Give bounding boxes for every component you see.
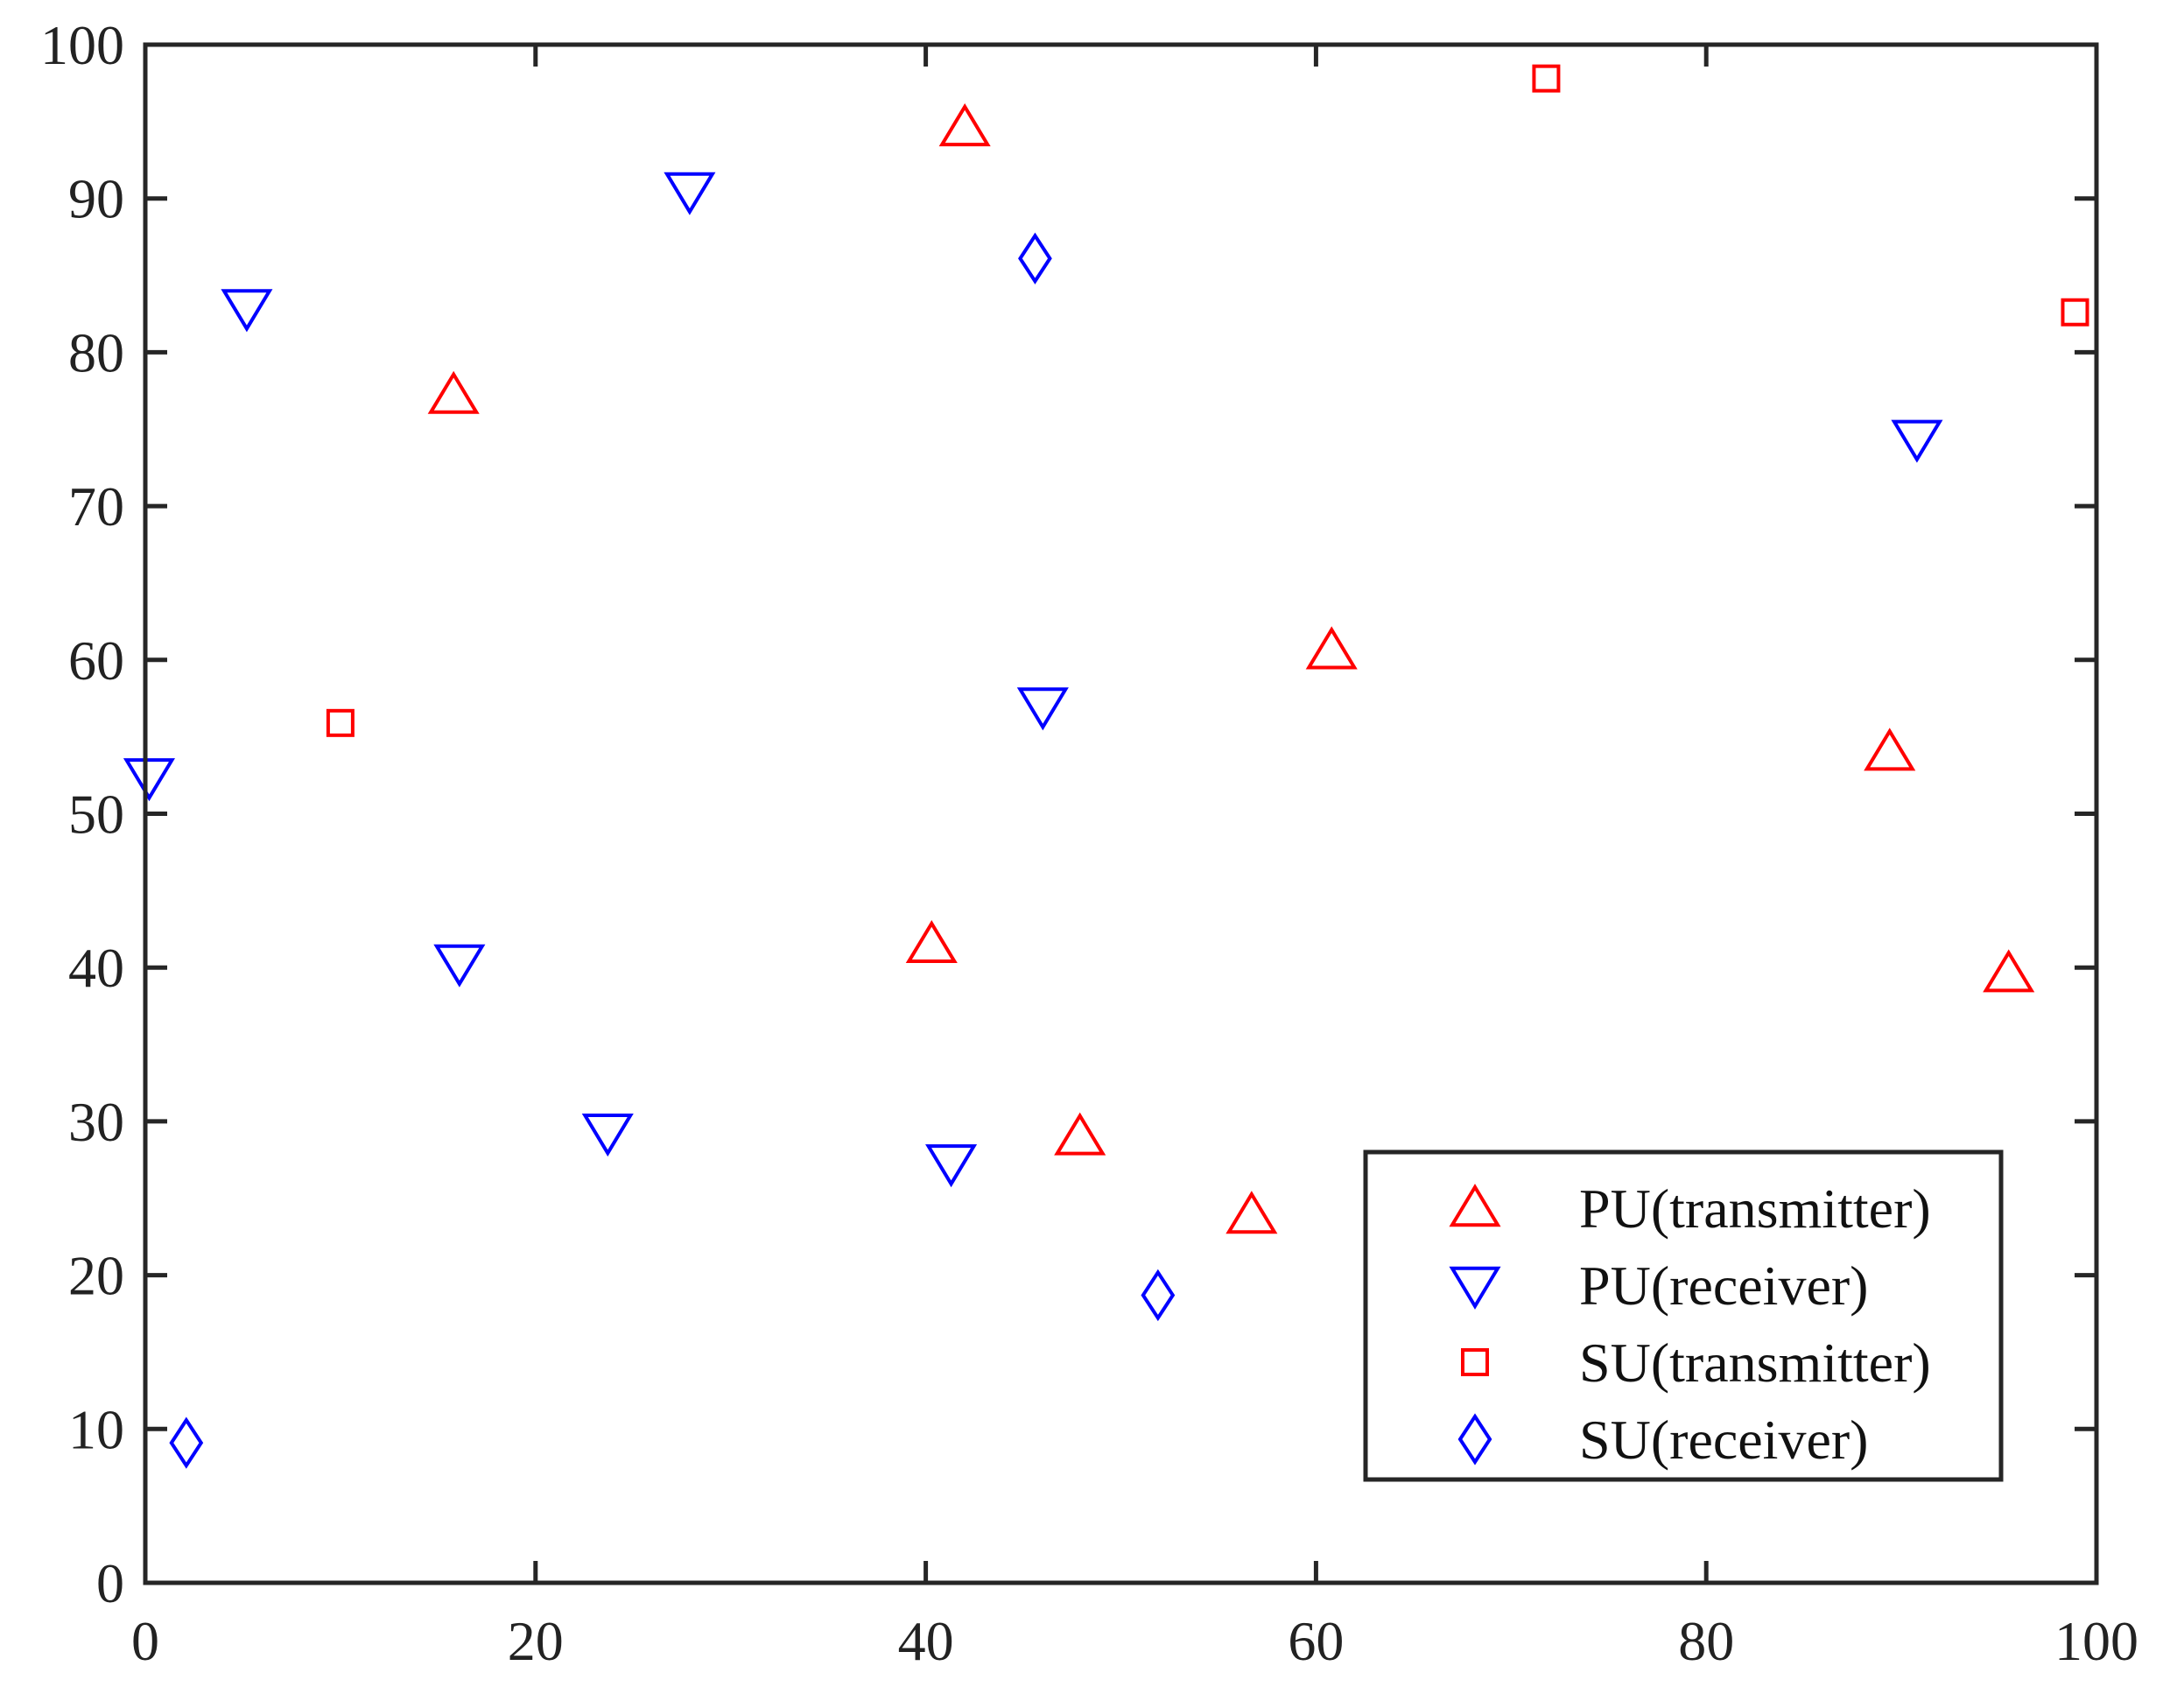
data-point-triangle-up [905,919,958,964]
y-tick-label: 30 [68,1091,124,1153]
data-point-triangle-down [1016,687,1069,731]
data-point-triangle-down [664,172,716,215]
legend-marker-diamond [1457,1413,1492,1466]
data-point-triangle-up [1054,1112,1106,1156]
y-tick-label: 40 [68,937,124,999]
data-point-square [2061,298,2089,327]
x-tick-label: 0 [131,1610,159,1672]
legend: PU(transmitter) PU(receiver) SU(transmitte… [1363,1149,2004,1482]
data-markers [123,64,2089,1469]
series-triangle-down [123,172,1943,1188]
y-tick-label: 10 [68,1398,124,1460]
legend-marker-triangle-up [1449,1184,1501,1227]
plot-area-frame [143,42,2099,1585]
data-point-triangle-down [123,758,175,802]
y-tick-label: 100 [40,14,124,76]
data-point-diamond [1018,232,1052,285]
y-tick-label: 90 [68,168,124,230]
x-tick-label: 60 [1288,1610,1344,1672]
data-point-triangle-up [1864,727,1916,771]
series-square [326,64,2089,737]
data-point-triangle-down [925,1144,978,1188]
y-tick-label: 0 [96,1552,124,1614]
x-tick-label: 80 [1678,1610,1734,1672]
series-triangle-up [427,102,2035,1234]
data-point-diamond [169,1416,204,1469]
y-tick-label: 60 [68,629,124,692]
series-diamond [169,232,1176,1469]
x-tick-label: 20 [508,1610,564,1672]
y-tick-label: 50 [68,784,124,846]
data-point-square [326,708,355,737]
legend-label: PU(receiver) [1579,1255,1868,1317]
data-point-triangle-up [1305,626,1358,670]
y-tick-label: 80 [68,321,124,383]
legend-label: SU(transmitter) [1579,1332,1931,1394]
y-tick-label: 20 [68,1245,124,1307]
data-point-square [1532,64,1561,93]
data-point-triangle-up [1983,949,2035,993]
x-tick-label: 40 [898,1610,954,1672]
data-point-triangle-up [427,370,480,414]
legend-label: SU(receiver) [1579,1409,1868,1471]
y-tick-label: 70 [68,475,124,538]
data-point-triangle-up [1225,1191,1278,1234]
data-point-triangle-down [433,944,486,988]
legend-label: PU(transmitter) [1579,1177,1931,1240]
data-point-diamond [1141,1269,1176,1322]
x-tick-label: 100 [2054,1610,2138,1672]
axis-tick-labels: 0 20 40 60 80 100 0 10 20 30 40 50 60 70 80 90 100 [40,14,2138,1672]
data-point-triangle-up [938,102,991,147]
data-point-triangle-down [221,289,273,333]
legend-marker-square [1461,1348,1489,1376]
data-point-triangle-down [581,1113,634,1157]
data-point-triangle-down [1891,419,1943,463]
legend-marker-triangle-down [1449,1266,1501,1310]
